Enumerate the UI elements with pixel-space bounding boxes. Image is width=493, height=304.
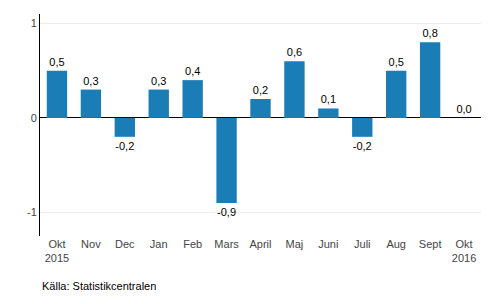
svg-text:-0,2: -0,2 [353,140,372,152]
svg-text:0,3: 0,3 [151,75,166,87]
svg-text:-1: -1 [27,206,37,218]
svg-text:Feb: Feb [183,238,202,250]
svg-text:Sept: Sept [419,238,442,250]
svg-text:0,6: 0,6 [287,46,302,58]
svg-text:0,5: 0,5 [49,56,64,68]
svg-text:0,1: 0,1 [321,93,336,105]
svg-text:April: April [249,238,271,250]
svg-text:Mars: Mars [214,238,239,250]
svg-text:Okt2015: Okt2015 [45,238,69,264]
svg-text:Maj: Maj [286,238,304,250]
svg-text:0,8: 0,8 [422,27,437,39]
svg-text:0,4: 0,4 [185,65,200,77]
svg-text:-0,2: -0,2 [115,140,134,152]
svg-text:0,0: 0,0 [456,103,471,115]
svg-text:Nov: Nov [81,238,101,250]
svg-text:Jan: Jan [150,238,168,250]
svg-text:0: 0 [31,112,37,124]
svg-text:0,5: 0,5 [389,56,404,68]
svg-text:Juni: Juni [318,238,338,250]
svg-text:-0,9: -0,9 [217,206,236,218]
svg-text:Okt2016: Okt2016 [452,238,476,264]
svg-text:Källa: Statistikcentralen: Källa: Statistikcentralen [42,280,156,292]
svg-text:1: 1 [31,17,37,29]
svg-text:0,2: 0,2 [253,84,268,96]
svg-text:Juli: Juli [354,238,371,250]
svg-text:0,3: 0,3 [83,75,98,87]
svg-text:Aug: Aug [386,238,406,250]
svg-text:Dec: Dec [115,238,135,250]
